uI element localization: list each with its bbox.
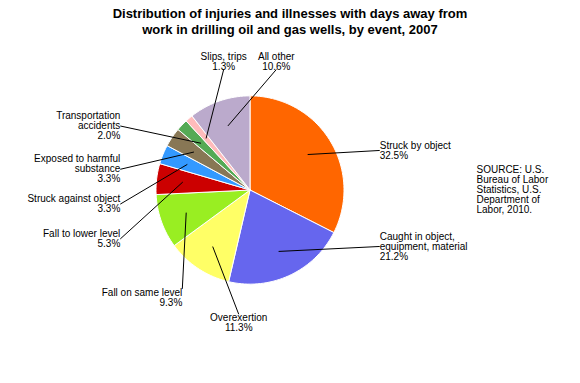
svg-text:Transportationaccidents2.0%: Transportationaccidents2.0% — [56, 110, 120, 141]
svg-text:All other10.6%: All other10.6% — [258, 51, 295, 72]
svg-text:Exposed to harmfulsubstance3.3: Exposed to harmfulsubstance3.3% — [34, 153, 121, 184]
svg-text:Caught in object,equipment, ma: Caught in object,equipment, material21.2… — [380, 231, 468, 262]
svg-text:Struck by object32.5%: Struck by object32.5% — [380, 140, 451, 161]
svg-text:Struck against object3.3%: Struck against object3.3% — [27, 193, 120, 214]
svg-text:Fall to lower level5.3%: Fall to lower level5.3% — [43, 228, 120, 249]
svg-text:Slips, trips1.3%: Slips, trips1.3% — [201, 51, 247, 72]
svg-text:Overexertion11.3%: Overexertion11.3% — [210, 312, 267, 333]
svg-text:SOURCE: U.S.Bureau of LaborSta: SOURCE: U.S.Bureau of LaborStatistics, U… — [477, 164, 549, 215]
svg-text:Fall on same level9.3%: Fall on same level9.3% — [102, 287, 183, 308]
html-text:Distribution of injuries and i: Distribution of injuries and illnesses w… — [112, 6, 468, 37]
